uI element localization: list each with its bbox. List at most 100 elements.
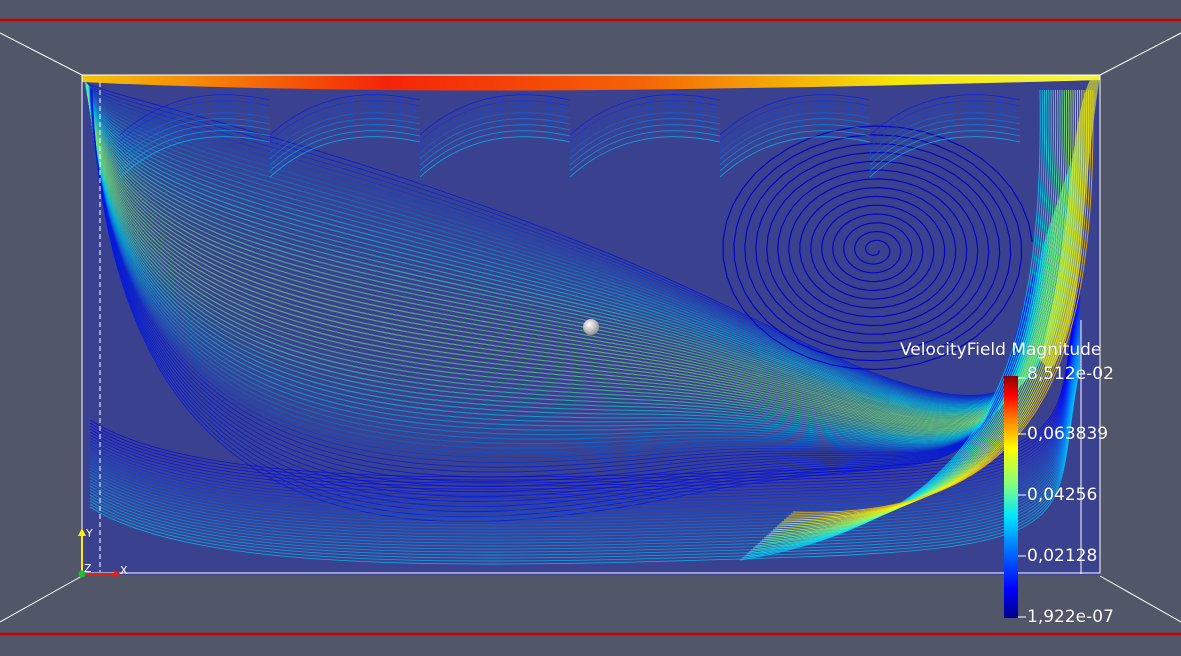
right-wall-jet bbox=[1040, 75, 1100, 370]
streamline bbox=[744, 89, 1046, 557]
streamline bbox=[89, 300, 1081, 499]
streamline bbox=[869, 106, 1021, 148]
streamline bbox=[89, 315, 1081, 514]
streamline bbox=[419, 106, 571, 148]
streamlines bbox=[83, 79, 1094, 565]
streamline bbox=[719, 136, 871, 178]
streamline bbox=[419, 118, 571, 160]
streamline bbox=[119, 124, 271, 166]
streamline bbox=[89, 297, 1081, 496]
streamline bbox=[269, 136, 421, 178]
streamline bbox=[419, 136, 571, 178]
axis-label-x: X bbox=[120, 564, 128, 577]
legend-label-3: 0,04256 bbox=[1027, 485, 1098, 505]
legend-label-min: 1,922e-07 bbox=[1027, 607, 1114, 627]
streamline bbox=[746, 89, 1048, 555]
streamline bbox=[719, 100, 871, 142]
streamline bbox=[89, 363, 1081, 562]
streamline bbox=[89, 306, 1081, 505]
streamline bbox=[119, 100, 271, 142]
streamline bbox=[869, 124, 1021, 166]
axis-label-y: Y bbox=[86, 527, 93, 540]
streamline bbox=[89, 354, 1081, 553]
streamline bbox=[89, 321, 1081, 520]
streamline bbox=[759, 89, 1061, 543]
streamline bbox=[569, 118, 721, 160]
streamline bbox=[569, 94, 721, 136]
streamline bbox=[869, 112, 1021, 154]
streamline bbox=[89, 342, 1081, 541]
streamline bbox=[89, 312, 1081, 511]
streamline bbox=[869, 100, 1021, 142]
lid-boundary-layer bbox=[82, 75, 1100, 91]
streamline bbox=[89, 366, 1081, 565]
streamline bbox=[89, 333, 1081, 532]
streamline bbox=[89, 309, 1081, 508]
streamline bbox=[89, 282, 1081, 481]
streamline bbox=[719, 106, 871, 148]
streamline bbox=[788, 89, 1090, 517]
streamline bbox=[419, 100, 571, 142]
streamline bbox=[719, 112, 871, 154]
streamline bbox=[719, 124, 871, 166]
streamline bbox=[89, 324, 1081, 523]
streamline bbox=[869, 130, 1021, 172]
streamline bbox=[89, 318, 1081, 517]
streamline bbox=[269, 130, 421, 172]
streamline bbox=[719, 94, 871, 136]
streamline bbox=[119, 130, 271, 172]
streamline bbox=[89, 330, 1081, 529]
streamline bbox=[119, 112, 271, 154]
streamline bbox=[869, 94, 1021, 136]
streamline bbox=[869, 118, 1021, 160]
streamline bbox=[753, 89, 1054, 549]
streamline bbox=[269, 118, 421, 160]
streamline bbox=[89, 291, 1081, 490]
colorbar bbox=[1004, 376, 1018, 618]
streamline bbox=[89, 279, 1081, 478]
streamline bbox=[269, 100, 421, 142]
streamline bbox=[569, 124, 721, 166]
legend-label-4: 0,02128 bbox=[1027, 546, 1098, 566]
streamline bbox=[119, 136, 271, 178]
streamline bbox=[748, 89, 1050, 553]
streamline bbox=[757, 89, 1059, 545]
streamline bbox=[119, 118, 271, 160]
streamline bbox=[722, 125, 1033, 370]
streamline bbox=[269, 124, 421, 166]
streamline bbox=[269, 94, 421, 136]
streamline bbox=[761, 89, 1063, 541]
streamline bbox=[419, 94, 571, 136]
streamline bbox=[89, 327, 1081, 526]
streamline bbox=[89, 351, 1081, 550]
streamline bbox=[569, 130, 721, 172]
streamline bbox=[790, 89, 1092, 515]
streamline bbox=[89, 288, 1081, 487]
streamline bbox=[89, 360, 1081, 559]
streamline bbox=[89, 345, 1081, 544]
streamline bbox=[569, 112, 721, 154]
bounding-box-outline bbox=[0, 32, 1181, 623]
streamline bbox=[419, 112, 571, 154]
legend-title: VelocityField Magnitude bbox=[900, 340, 1102, 360]
axis-label-z: Z bbox=[84, 562, 92, 575]
streamline bbox=[869, 136, 1021, 178]
streamline bbox=[89, 303, 1081, 502]
streamline bbox=[269, 106, 421, 148]
streamline bbox=[89, 336, 1081, 535]
streamline bbox=[419, 124, 571, 166]
streamline bbox=[119, 94, 271, 136]
streamline bbox=[569, 100, 721, 142]
streamline bbox=[719, 130, 871, 172]
domain-outline bbox=[81, 74, 1101, 574]
colorbar-ticks bbox=[1018, 377, 1026, 618]
streamline bbox=[569, 106, 721, 148]
xyz-axes-icon[interactable] bbox=[78, 528, 121, 578]
sphere-probe-icon[interactable] bbox=[583, 319, 599, 335]
streamline bbox=[792, 89, 1094, 513]
streamline bbox=[89, 285, 1081, 484]
legend-label-max: 8,512e-02 bbox=[1027, 364, 1114, 384]
streamline bbox=[719, 118, 871, 160]
